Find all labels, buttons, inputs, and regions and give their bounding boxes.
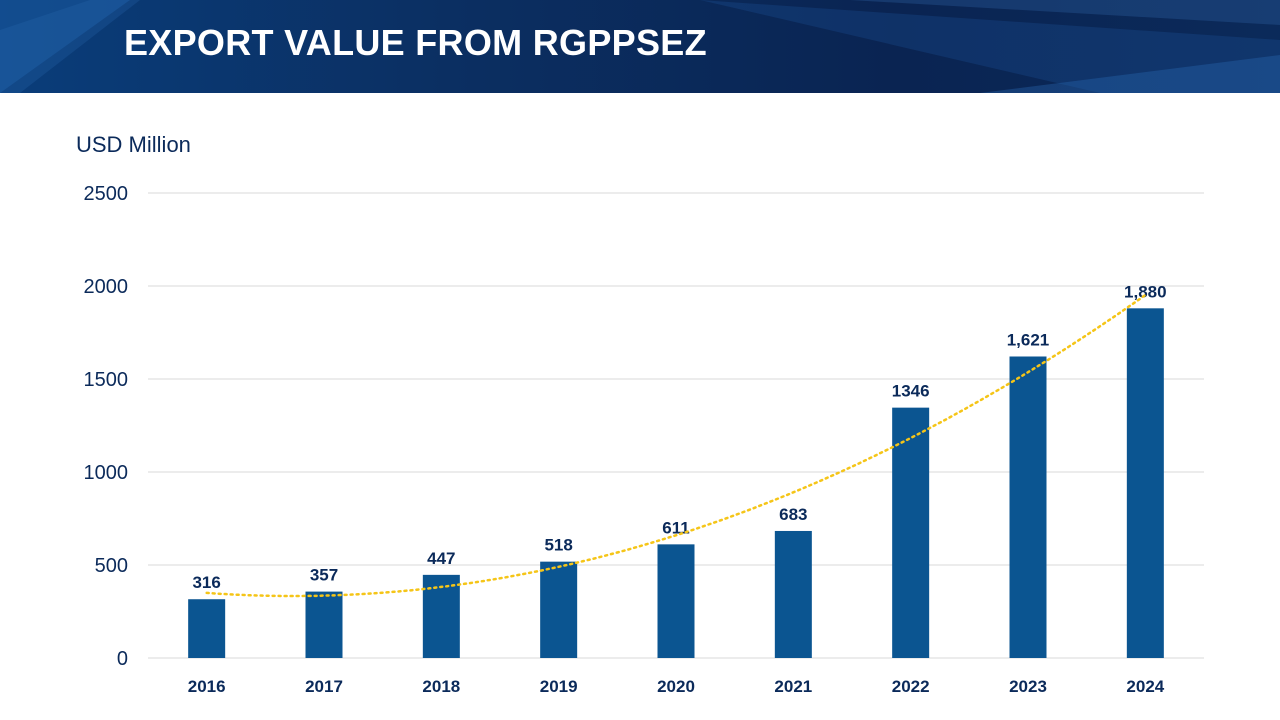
- y-tick-label: 0: [117, 648, 128, 670]
- header-banner: EXPORT VALUE FROM RGPPSEZ: [0, 0, 1280, 93]
- y-tick-label: 1000: [84, 462, 129, 484]
- y-tick-label: 2000: [84, 276, 129, 298]
- data-label: 357: [310, 566, 338, 585]
- header-decoration: [0, 0, 1280, 93]
- trendline: [205, 293, 1147, 598]
- bar: [188, 599, 226, 658]
- x-tick-label: 2017: [305, 677, 343, 696]
- data-label: 447: [427, 549, 455, 568]
- data-label: 1,880: [1124, 282, 1167, 301]
- x-tick-label: 2021: [774, 677, 812, 696]
- x-tick-label: 2023: [1009, 677, 1047, 696]
- y-axis-unit-label: USD Million: [76, 132, 191, 157]
- x-tick-label: 2022: [892, 677, 930, 696]
- bar: [657, 544, 695, 658]
- data-label: 683: [779, 505, 807, 524]
- page-title: EXPORT VALUE FROM RGPPSEZ: [124, 22, 707, 63]
- y-tick-label: 2500: [84, 183, 129, 205]
- y-tick-label: 500: [95, 555, 128, 577]
- x-tick-label: 2024: [1126, 677, 1164, 696]
- data-label: 316: [192, 573, 220, 592]
- x-tick-label: 2016: [188, 677, 226, 696]
- data-label: 1346: [892, 382, 930, 401]
- bar: [305, 591, 343, 658]
- x-tick-label: 2019: [540, 677, 578, 696]
- data-label: 518: [544, 536, 572, 555]
- bar: [1126, 308, 1164, 658]
- x-tick-label: 2020: [657, 677, 695, 696]
- x-tick-label: 2018: [422, 677, 460, 696]
- bar: [540, 561, 578, 658]
- bar: [892, 407, 930, 658]
- y-tick-label: 1500: [84, 369, 129, 391]
- data-label: 1,621: [1007, 330, 1050, 349]
- bar: [774, 530, 812, 658]
- bar: [1009, 356, 1047, 658]
